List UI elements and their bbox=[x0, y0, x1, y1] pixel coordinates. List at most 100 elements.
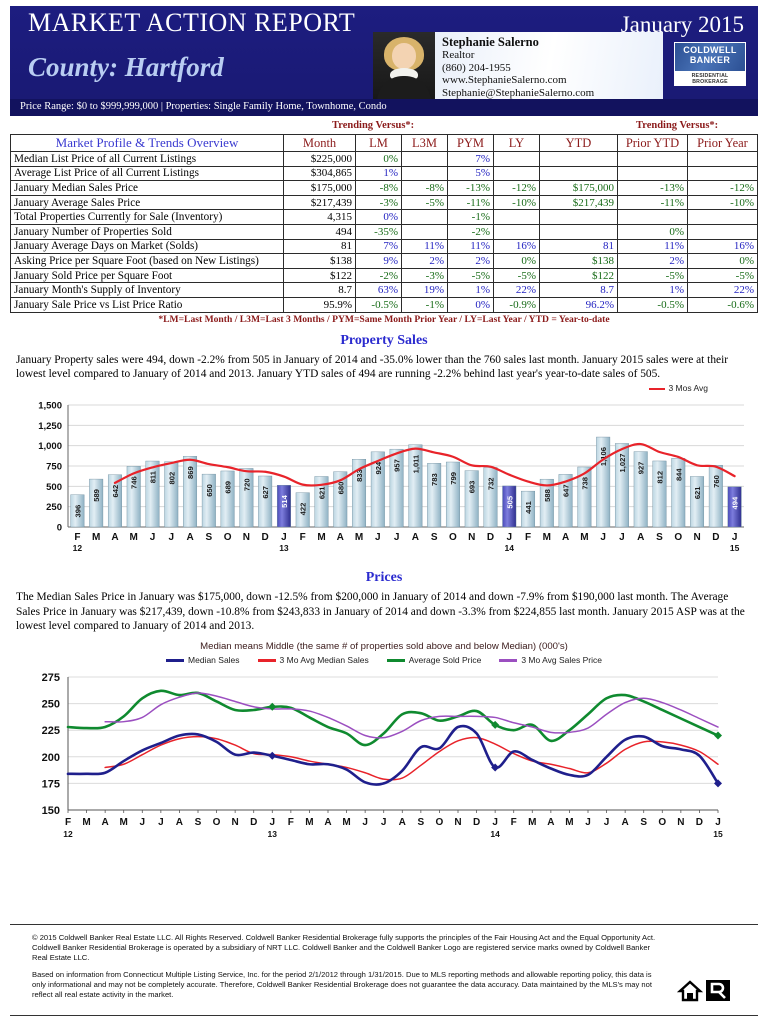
row-label: January Median Sales Price bbox=[10, 180, 284, 196]
cell-ly: -12% bbox=[493, 180, 540, 196]
property-sales-chart: 0 250 500 750 1,000 1,250 1,500 396 589 642 746 811… bbox=[10, 397, 758, 562]
svg-text:M: M bbox=[580, 532, 588, 543]
line-chart-legend: Median Sales 3 Mo Avg Median Sales Average… bbox=[0, 655, 768, 665]
svg-text:14: 14 bbox=[490, 829, 500, 839]
svg-text:N: N bbox=[232, 817, 239, 828]
table-footnote: *LM=Last Month / L3M=Last 3 Months / PYM… bbox=[158, 313, 610, 325]
svg-text:J: J bbox=[150, 532, 156, 543]
col-header-overview: Market Profile & Trends Overview bbox=[10, 134, 284, 152]
row-label: January Sold Price per Square Foot bbox=[10, 267, 284, 284]
page-title: MARKET ACTION REPORT bbox=[28, 8, 356, 37]
agent-phone[interactable]: (860) 204-1955 bbox=[442, 61, 511, 74]
cell-pym: -13% bbox=[447, 180, 494, 196]
svg-text:250: 250 bbox=[42, 698, 60, 710]
cell-prior-year bbox=[687, 223, 758, 240]
svg-text:589: 589 bbox=[92, 489, 101, 502]
cell-prior-ytd bbox=[617, 209, 688, 225]
report-county: County: Hartford bbox=[28, 52, 224, 82]
svg-text:S: S bbox=[418, 817, 425, 828]
svg-text:621: 621 bbox=[693, 486, 702, 499]
svg-text:O: O bbox=[658, 817, 666, 828]
table-row: Asking Price per Square Foot (based on N… bbox=[10, 253, 758, 269]
cell-l3m: 19% bbox=[401, 282, 448, 298]
property-sales-title: Property Sales bbox=[340, 332, 428, 348]
equal-housing-opportunity-icon bbox=[676, 980, 730, 1002]
svg-text:422: 422 bbox=[299, 503, 308, 516]
row-label: January Month's Supply of Inventory bbox=[10, 282, 284, 298]
svg-text:441: 441 bbox=[524, 501, 533, 514]
agent-role: Realtor bbox=[442, 49, 475, 61]
footer-disclaimer: Based on information from Connecticut Mu… bbox=[32, 970, 652, 999]
cell-month: $217,439 bbox=[283, 194, 356, 211]
legend-label: 3 Mo Avg Sales Price bbox=[521, 654, 602, 665]
svg-text:225: 225 bbox=[42, 725, 60, 737]
svg-text:13: 13 bbox=[279, 543, 289, 553]
cell-pym: 1% bbox=[447, 282, 494, 298]
svg-text:J: J bbox=[585, 817, 591, 828]
brand-line-2: BANKER bbox=[689, 55, 731, 65]
footer-copyright: © 2015 Coldwell Banker Real Estate LLC. … bbox=[32, 933, 656, 962]
svg-text:A: A bbox=[637, 532, 644, 543]
cell-month: $225,000 bbox=[283, 151, 356, 167]
svg-text:732: 732 bbox=[487, 478, 496, 491]
cell-ytd: $175,000 bbox=[539, 180, 618, 196]
cell-ytd bbox=[539, 223, 618, 240]
col-header-prior-ytd: Prior YTD bbox=[617, 134, 688, 152]
svg-text:12: 12 bbox=[73, 543, 83, 553]
svg-text:M: M bbox=[82, 817, 90, 828]
svg-text:M: M bbox=[130, 532, 138, 543]
col-header-prior-year: Prior Year bbox=[687, 134, 758, 152]
cell-ytd: 81 bbox=[539, 238, 618, 255]
svg-text:A: A bbox=[111, 532, 118, 543]
cell-l3m: -5% bbox=[401, 194, 448, 211]
cell-ytd: $217,439 bbox=[539, 194, 618, 211]
table-row: Average List Price of all Current Listin… bbox=[10, 165, 758, 182]
svg-text:J: J bbox=[506, 532, 512, 543]
svg-text:A: A bbox=[412, 532, 419, 543]
svg-text:D: D bbox=[696, 817, 703, 828]
legend-label: 3 Mo Avg Median Sales bbox=[279, 654, 369, 665]
svg-text:F: F bbox=[288, 817, 294, 828]
row-label: Average List Price of all Current Listin… bbox=[10, 165, 284, 182]
cell-l3m bbox=[401, 223, 448, 240]
svg-text:J: J bbox=[158, 817, 164, 828]
svg-text:14: 14 bbox=[505, 543, 515, 553]
cell-ytd bbox=[539, 151, 618, 167]
agent-info: Stephanie Salerno Realtor (860) 204-1955… bbox=[435, 32, 663, 114]
legend-swatch-icon bbox=[257, 658, 276, 662]
report-footer: © 2015 Coldwell Banker Real Estate LLC. … bbox=[10, 924, 758, 1016]
legend-swatch-icon bbox=[386, 658, 405, 662]
agent-website[interactable]: www.StephanieSalerno.com bbox=[442, 74, 567, 87]
cell-month: 81 bbox=[283, 238, 356, 255]
cell-lm: -2% bbox=[355, 267, 402, 284]
trend-label-right: Trending Versus*: bbox=[636, 120, 719, 131]
svg-text:F: F bbox=[525, 532, 531, 543]
row-label: January Number of Properties Sold bbox=[10, 223, 284, 240]
svg-text:811: 811 bbox=[149, 471, 158, 484]
cell-ly: -0.9% bbox=[493, 296, 540, 313]
legend-swatch-icon bbox=[499, 658, 518, 662]
brand-subtitle: RESIDENTIAL BROKERAGE bbox=[691, 73, 729, 85]
cell-ly bbox=[493, 209, 540, 225]
svg-text:505: 505 bbox=[505, 495, 514, 508]
cell-prior-ytd: 1% bbox=[617, 282, 688, 298]
cell-lm: -0.5% bbox=[355, 296, 402, 313]
svg-text:N: N bbox=[693, 532, 700, 543]
agent-email[interactable]: Stephanie@StephanieSalerno.com bbox=[442, 86, 595, 99]
svg-text:760: 760 bbox=[712, 476, 721, 489]
cell-month: 4,315 bbox=[283, 209, 356, 225]
cell-lm: -8% bbox=[355, 180, 402, 196]
legend-item: Median Sales bbox=[166, 655, 240, 665]
svg-text:621: 621 bbox=[318, 486, 327, 499]
cell-ytd bbox=[539, 209, 618, 225]
svg-text:D: D bbox=[250, 817, 257, 828]
report-header: MARKET ACTION REPORT January 2015 County… bbox=[10, 6, 758, 116]
svg-text:869: 869 bbox=[186, 467, 195, 480]
col-header-month: Month bbox=[283, 134, 356, 152]
cell-prior-year: -5% bbox=[687, 267, 758, 284]
svg-text:O: O bbox=[449, 532, 457, 543]
svg-text:0: 0 bbox=[57, 523, 62, 534]
svg-text:J: J bbox=[381, 817, 387, 828]
svg-text:588: 588 bbox=[543, 490, 552, 503]
cell-ly bbox=[493, 151, 540, 167]
